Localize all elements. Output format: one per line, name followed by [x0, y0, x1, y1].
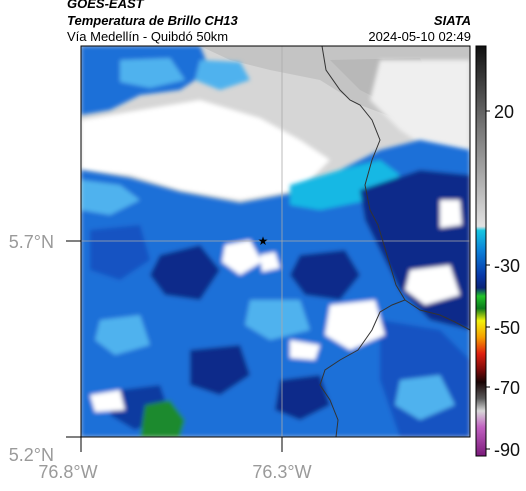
lon-label-76-8: 76.8°W [38, 462, 97, 482]
colorbar-tick-minus70: -70 [494, 378, 520, 398]
lon-label-76-3: 76.3°W [252, 462, 311, 482]
brightness-temperature-map [81, 46, 470, 437]
colorbar-tick-minus30: -30 [494, 256, 520, 276]
colorbar-tick-minus90: -90 [494, 440, 520, 460]
satellite-title: GOES-EAST [67, 0, 145, 11]
lat-label-5-2: 5.2°N [9, 445, 54, 465]
timestamp-label: 2024-05-10 02:49 [368, 29, 471, 44]
colorbar-tick-minus50: -50 [494, 318, 520, 338]
route-label: Vía Medellín - Quibdó 50km [67, 29, 228, 44]
location-marker-icon: ★ [258, 234, 269, 248]
colorbar-tick-20: 20 [494, 102, 514, 122]
institution-label: SIATA [434, 13, 471, 28]
colorbar: 20 -30 -50 -70 -90 [475, 45, 520, 460]
lat-label-5-7: 5.7°N [9, 232, 54, 252]
product-title: Temperatura de Brillo CH13 [67, 13, 239, 28]
